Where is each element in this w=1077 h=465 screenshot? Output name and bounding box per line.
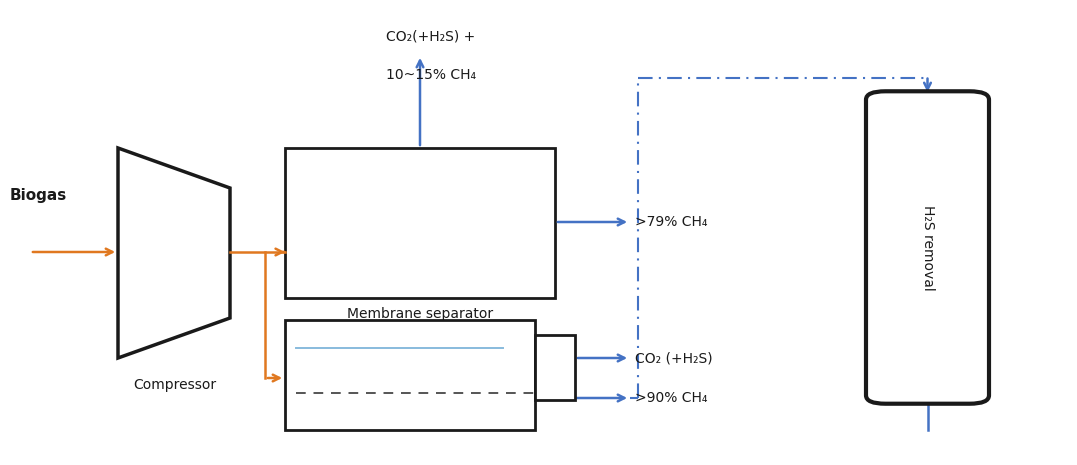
- Text: CO₂(+H₂S) +: CO₂(+H₂S) +: [387, 30, 475, 44]
- Text: Membrane separator: Membrane separator: [347, 307, 493, 321]
- Bar: [285, 320, 535, 430]
- Text: >90% CH₄: >90% CH₄: [635, 391, 708, 405]
- Text: Biogas: Biogas: [10, 187, 67, 202]
- Text: Compressor: Compressor: [134, 378, 216, 392]
- Text: CO₂ (+H₂S): CO₂ (+H₂S): [635, 351, 713, 365]
- Bar: [535, 335, 575, 400]
- Text: 10~15% CH₄: 10~15% CH₄: [386, 68, 476, 82]
- Text: H₂S removal: H₂S removal: [921, 205, 935, 290]
- FancyBboxPatch shape: [866, 91, 989, 404]
- Polygon shape: [118, 148, 230, 358]
- Bar: [285, 148, 555, 298]
- Text: >79% CH₄: >79% CH₄: [635, 215, 708, 229]
